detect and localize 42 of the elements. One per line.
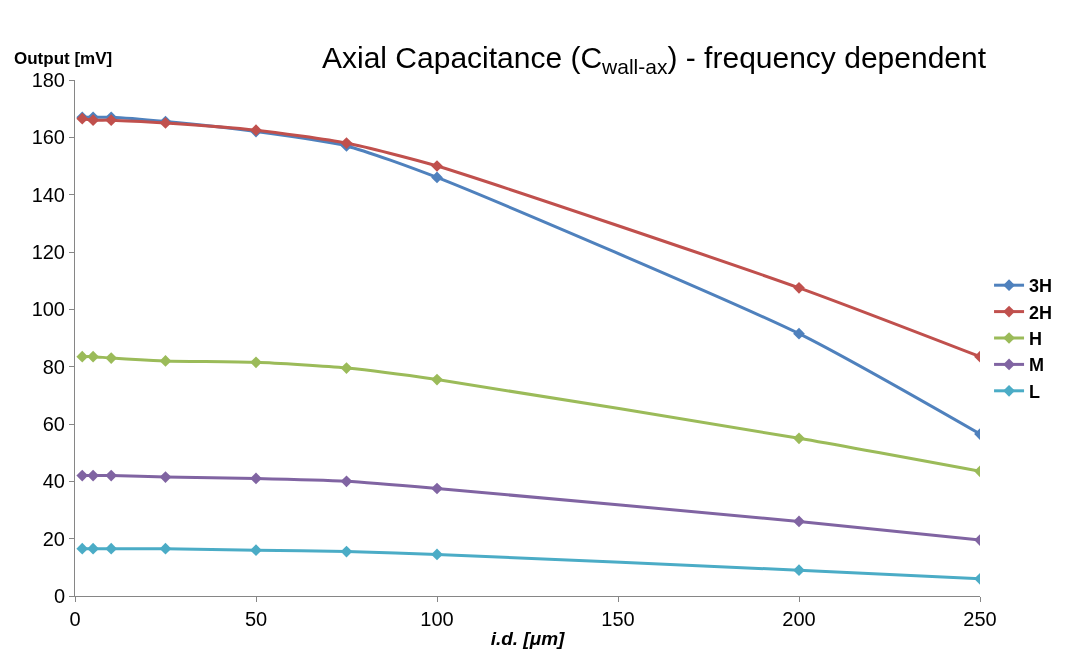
y-tick-label: 100 — [31, 298, 65, 321]
point — [793, 432, 805, 445]
legend-label: 2H — [1029, 302, 1053, 323]
point — [340, 545, 353, 558]
y-tick-label: 80 — [42, 355, 65, 378]
x-tick-label: 100 — [420, 608, 454, 630]
point — [340, 362, 353, 374]
point — [431, 482, 443, 495]
x-tick-label: 250 — [963, 608, 997, 630]
y-tick-label: 40 — [42, 470, 65, 493]
legend-label: H — [1029, 329, 1043, 350]
y-tick-label: 20 — [42, 527, 65, 550]
y-tick-label: 140 — [31, 183, 65, 206]
chart-title: Axial Capacitance (C$_{wall-ax}$) - frequency dependent — [321, 40, 987, 78]
y-tick-label: 0 — [53, 585, 65, 607]
point — [159, 542, 172, 555]
legend-label: M — [1029, 355, 1045, 376]
y-tick-label: 60 — [42, 413, 65, 435]
x-tick-label: 200 — [782, 608, 816, 630]
y-tick-label: 160 — [31, 126, 65, 149]
point — [793, 281, 805, 294]
point — [793, 564, 805, 577]
point — [250, 356, 262, 369]
point — [431, 171, 443, 184]
point — [431, 373, 443, 386]
y-axis-title: Output [mV] — [14, 49, 113, 68]
x-tick-label: 0 — [69, 608, 81, 630]
point — [159, 355, 172, 367]
point — [793, 327, 805, 340]
x-tick-label: 150 — [601, 608, 635, 630]
point — [87, 469, 99, 482]
legend-label: L — [1029, 381, 1041, 402]
y-tick-label: 120 — [31, 241, 65, 263]
point — [250, 472, 262, 485]
x-axis-title: i.d. [μm] — [490, 627, 566, 649]
y-tick-label: 180 — [31, 69, 65, 91]
point — [87, 350, 99, 363]
point — [87, 542, 99, 555]
x-tick-label: 50 — [244, 608, 268, 630]
point — [431, 548, 443, 561]
point — [793, 515, 805, 528]
legend-label: 3H — [1029, 276, 1053, 297]
